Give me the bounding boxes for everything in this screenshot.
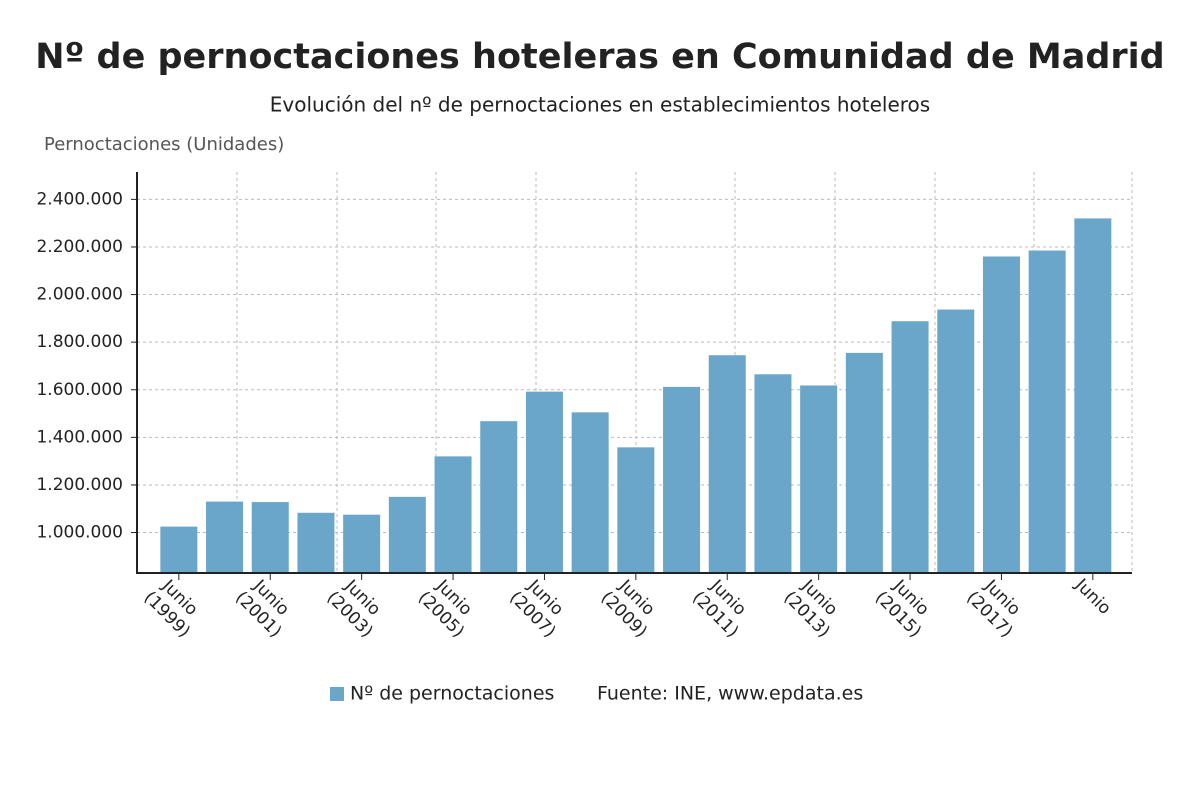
bar xyxy=(982,256,1020,573)
bar xyxy=(845,352,883,573)
bar xyxy=(251,502,289,573)
chart-subtitle: Evolución del nº de pernoctaciones en es… xyxy=(270,93,930,117)
bar xyxy=(937,309,975,573)
bar xyxy=(480,421,518,573)
bar xyxy=(525,391,563,573)
y-tick-label: 2.400.000 xyxy=(36,189,123,209)
bar xyxy=(663,386,701,573)
bar xyxy=(1028,250,1066,573)
bar xyxy=(617,447,655,573)
bar xyxy=(160,526,198,573)
y-tick-label: 2.200.000 xyxy=(36,237,123,257)
bar xyxy=(388,496,426,573)
bar xyxy=(343,514,381,573)
y-tick-label: 1.400.000 xyxy=(36,427,123,447)
legend-swatch xyxy=(330,687,344,701)
bar xyxy=(1074,218,1112,573)
y-tick-label: 1.200.000 xyxy=(36,475,123,495)
y-tick-label: 2.000.000 xyxy=(36,285,123,305)
bar xyxy=(800,385,838,573)
bar xyxy=(206,501,244,573)
y-axis-title: Pernoctaciones (Unidades) xyxy=(44,134,284,155)
y-tick-label: 1.800.000 xyxy=(36,332,123,352)
bar xyxy=(297,512,335,573)
bar xyxy=(708,355,746,573)
chart-title: Nº de pernoctaciones hoteleras en Comuni… xyxy=(35,37,1164,77)
bar xyxy=(571,412,609,573)
bar xyxy=(891,321,929,573)
legend-label: Nº de pernoctaciones xyxy=(350,683,554,705)
bar xyxy=(754,374,792,573)
y-tick-label: 1.000.000 xyxy=(36,523,123,543)
bar xyxy=(434,456,472,573)
plot: 1.000.000 1.200.000 1.400.000 1.600.000 1.80… xyxy=(36,189,1132,642)
y-tick-label: 1.600.000 xyxy=(36,380,123,400)
source-note: Fuente: INE, www.epdata.es xyxy=(597,683,863,705)
